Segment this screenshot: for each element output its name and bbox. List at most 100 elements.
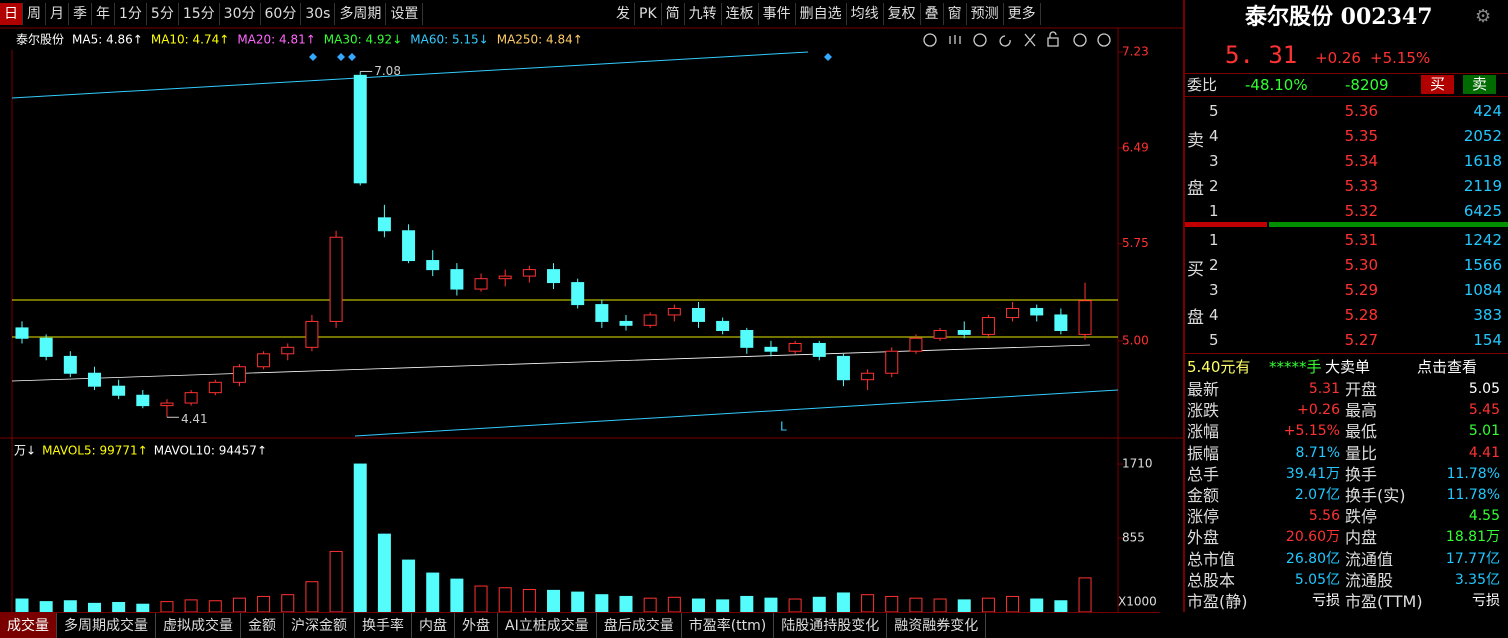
order-level: 4: [1209, 306, 1219, 324]
stat-value: +0.26: [1297, 402, 1340, 419]
candle-body: [377, 217, 391, 232]
volume-bar: [764, 597, 778, 612]
period-button[interactable]: 15分: [179, 3, 220, 25]
stat-value: 17.77亿: [1445, 550, 1500, 567]
y-tick-label: 855: [1122, 531, 1145, 545]
indicator-tab[interactable]: 沪深金额: [284, 613, 355, 638]
stat-value: 8.71%: [1295, 444, 1340, 461]
candle-body: [836, 355, 850, 381]
order-row: 4 5.35 2052: [1185, 125, 1508, 147]
period-button[interactable]: 30分: [220, 3, 261, 25]
volume-bar: [885, 595, 899, 612]
order-row: 2 5.30 1566: [1185, 254, 1508, 276]
period-button[interactable]: 5分: [147, 3, 179, 25]
candle-body: [1030, 307, 1044, 316]
tool-button[interactable]: 均线: [847, 3, 884, 25]
stat-value: 18.81万: [1445, 529, 1500, 546]
candle-body: [788, 342, 802, 352]
tool-button[interactable]: 叠: [921, 3, 944, 25]
tool-button[interactable]: 简: [662, 3, 685, 25]
order-volume: 1566: [1463, 256, 1502, 274]
big-order-text[interactable]: 点击查看: [1417, 358, 1478, 376]
order-price: 5.28: [1344, 306, 1378, 324]
indicator-tab[interactable]: 换手率: [355, 613, 412, 638]
indicator-tab[interactable]: 市盈率(ttm): [682, 613, 775, 638]
volume-bar: [1054, 600, 1068, 612]
volume-legend-item: MAVOL10: 94457↑: [154, 444, 267, 458]
stat-label: 总市值: [1187, 549, 1236, 569]
volume-bar: [160, 601, 174, 612]
y-tick-label: 6.49: [1122, 140, 1149, 154]
candle-body: [232, 366, 246, 383]
candle-body: [957, 329, 971, 335]
candle-body: [981, 317, 995, 335]
period-button[interactable]: 1分: [115, 3, 147, 25]
volume-bar: [15, 598, 29, 612]
stat-row: 总市值 26.80亿 流通值 17.77亿: [1185, 549, 1508, 570]
stat-label: 金额: [1187, 486, 1220, 505]
period-button[interactable]: 季: [69, 3, 92, 25]
tool-button[interactable]: 发: [612, 3, 635, 25]
indicator-tab[interactable]: 盘后成交量: [597, 613, 682, 638]
stat-label: 总股本: [1187, 570, 1236, 590]
order-row: 3 5.29 1084: [1185, 279, 1508, 301]
candle-body: [474, 278, 488, 290]
tool-button[interactable]: 事件: [759, 3, 796, 25]
volume-bar: [426, 572, 440, 612]
indicator-tab[interactable]: 外盘: [455, 613, 498, 638]
tool-button[interactable]: 窗: [944, 3, 967, 25]
indicator-tab[interactable]: 内盘: [412, 613, 455, 638]
tool-button[interactable]: 更多: [1004, 3, 1041, 25]
period-button[interactable]: 60分: [261, 3, 302, 25]
stat-value: 26.80亿: [1285, 550, 1340, 567]
tool-button[interactable]: 预测: [967, 3, 1004, 25]
tool-button[interactable]: 连板: [722, 3, 759, 25]
period-button[interactable]: 多周期: [335, 3, 387, 25]
volume-bar: [522, 589, 536, 612]
stat-value: 亏损: [1472, 593, 1500, 609]
y-tick-label: 5.00: [1122, 333, 1149, 347]
order-row: 1 5.31 1242: [1185, 229, 1508, 251]
settings-icon[interactable]: ⚙: [1475, 6, 1492, 27]
candle-body: [861, 372, 875, 381]
candle-body: [1054, 314, 1068, 331]
candle-body: [619, 320, 633, 326]
stat-label: 最高: [1345, 401, 1378, 421]
period-button[interactable]: 周: [23, 3, 46, 25]
period-button[interactable]: 年: [92, 3, 115, 25]
last-price: 5. 31: [1225, 41, 1298, 69]
quote-panel: 泰尔股份 002347 ⚙ 5. 31 +0.26 +5.15% 委比 -48.…: [1183, 0, 1508, 612]
stat-value: 11.78%: [1446, 465, 1500, 482]
tool-button[interactable]: 复权: [884, 3, 921, 25]
tool-button[interactable]: 删自选: [796, 3, 847, 25]
candle-body: [595, 304, 609, 322]
indicator-tab[interactable]: AI立桩成交量: [498, 613, 597, 638]
period-button[interactable]: 月: [46, 3, 69, 25]
indicator-tab[interactable]: 虚拟成交量: [156, 613, 241, 638]
buy-button[interactable]: 买: [1421, 75, 1455, 94]
indicator-tab[interactable]: 融资融券变化: [887, 613, 987, 638]
channel-line: [354, 389, 1119, 437]
weibi-row: 委比 -48.10% -8209 买 卖: [1185, 73, 1508, 97]
volume-bar: [1006, 595, 1020, 612]
tool-button[interactable]: 九转: [685, 3, 722, 25]
stat-value: 5.31: [1308, 381, 1340, 397]
indicator-tab[interactable]: 金额: [241, 613, 284, 638]
candle-body: [402, 230, 416, 262]
period-button[interactable]: 设置: [386, 3, 424, 25]
volume-bar: [87, 602, 101, 612]
y-tick-label: 5.75: [1122, 236, 1149, 250]
legend-item: MA10: 4.74↑: [151, 33, 229, 47]
indicator-tab[interactable]: 成交量: [0, 613, 57, 638]
candle-body: [136, 394, 150, 407]
sell-button[interactable]: 卖: [1463, 75, 1497, 94]
indicator-tab[interactable]: 多周期成交量: [57, 613, 156, 638]
book-side-label: 卖: [1187, 131, 1204, 151]
tool-button[interactable]: PK: [635, 3, 662, 25]
candle-body: [112, 385, 126, 396]
period-button[interactable]: 日: [0, 3, 23, 25]
volume-bar: [643, 597, 657, 612]
indicator-tab[interactable]: 陆股通持股变化: [774, 613, 888, 638]
period-button[interactable]: 30s: [301, 3, 336, 25]
ratio-bar-red: [1185, 222, 1267, 227]
